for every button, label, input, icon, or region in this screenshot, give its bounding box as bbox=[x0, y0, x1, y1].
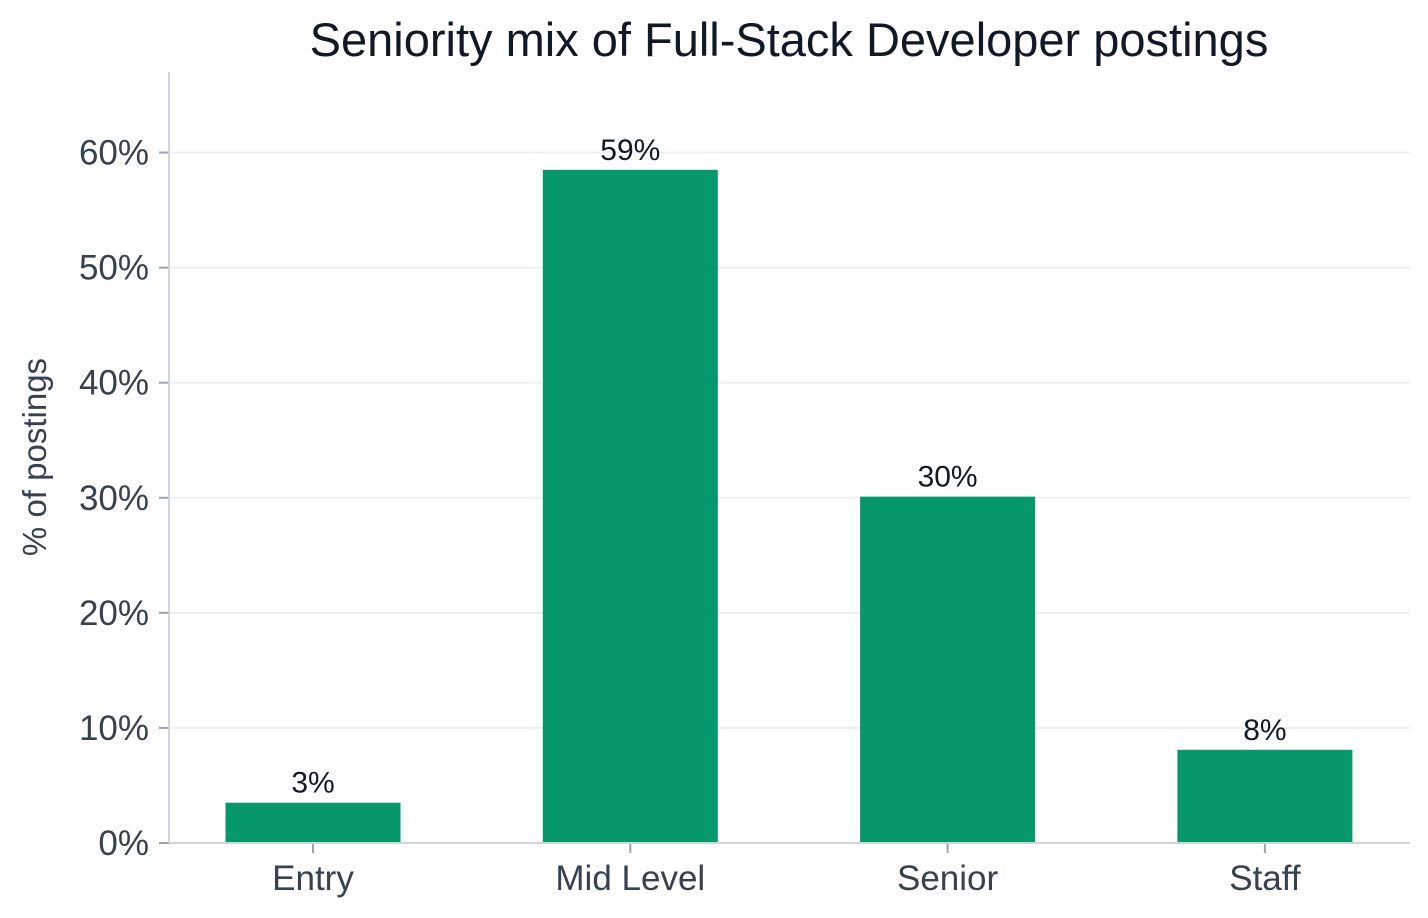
y-tick-label-10: 10% bbox=[79, 709, 149, 748]
bar-mid-level bbox=[542, 169, 718, 844]
data-label-senior: 30% bbox=[918, 461, 978, 494]
y-tick-label-20: 20% bbox=[79, 594, 149, 633]
data-label-entry: 3% bbox=[291, 767, 334, 800]
x-tick-label-staff: Staff bbox=[1229, 859, 1301, 898]
labels: 0% 10% 20% 30% 40% 50% 60% 3% Entry 59% Mid Level 3… bbox=[79, 134, 1301, 898]
y-tick-label-30: 30% bbox=[79, 479, 149, 518]
bar-staff bbox=[1177, 749, 1353, 843]
axes bbox=[159, 72, 1410, 853]
bar-senior bbox=[860, 496, 1036, 843]
chart-title: Seniority mix of Full-Stack Developer po… bbox=[310, 13, 1269, 66]
y-tick-label-40: 40% bbox=[79, 364, 149, 403]
y-axis-title: % of postings bbox=[16, 358, 53, 556]
x-tick-label-entry: Entry bbox=[272, 859, 354, 898]
y-tick-label-0: 0% bbox=[98, 824, 149, 863]
y-tick-label-60: 60% bbox=[79, 134, 149, 173]
bars bbox=[225, 169, 1353, 844]
data-label-mid-level: 59% bbox=[600, 134, 660, 167]
grid-lines bbox=[169, 151, 1410, 729]
x-tick-label-senior: Senior bbox=[897, 859, 999, 898]
x-tick-label-mid-level: Mid Level bbox=[555, 859, 705, 898]
y-tick-label-50: 50% bbox=[79, 249, 149, 288]
bar-entry bbox=[225, 802, 401, 843]
data-label-staff: 8% bbox=[1243, 714, 1286, 747]
